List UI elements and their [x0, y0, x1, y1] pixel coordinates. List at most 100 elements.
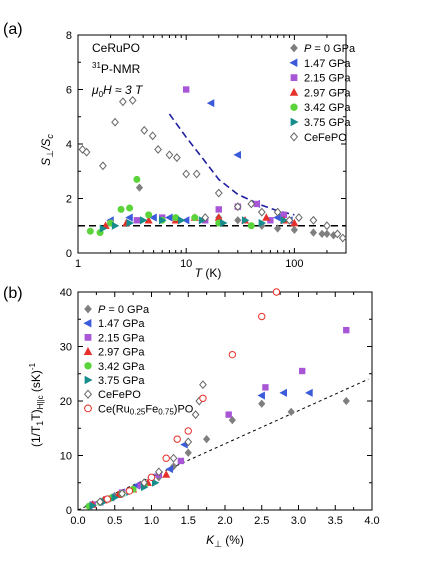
- panel-b-ytick-label: 20: [60, 396, 72, 408]
- panel-a-xlabel-unit: (K): [202, 266, 221, 280]
- panel-b-legend-item: 3.75 GPa: [84, 375, 145, 387]
- panel-a-ylabel-sub1: ⊥: [45, 150, 55, 158]
- panel-a-point: [126, 219, 134, 228]
- panel-b-point: [225, 411, 232, 418]
- panel-a-annotation-isotope: 31: [92, 61, 101, 70]
- panel-a-point: [290, 225, 298, 234]
- panel-b-ylabel: (1/T1T)H||c (sK)-1: [28, 362, 45, 447]
- panel-a-point: [323, 221, 331, 231]
- panel-a-point: [183, 86, 190, 93]
- panel-a-label: (a): [3, 21, 23, 38]
- panel-a-xlabel: T (K): [195, 266, 222, 280]
- panel-a-point: [233, 202, 242, 212]
- panel-b-legend-marker: [83, 318, 92, 328]
- panel-b-ylabel-mid: T): [29, 409, 43, 420]
- panel-a-legend-label: 3.75 GPa: [304, 117, 351, 129]
- panel-a-legend-label: 2.97 GPa: [304, 87, 351, 99]
- panel-a-point: [165, 150, 174, 160]
- panel-a-point: [274, 224, 282, 233]
- panel-b-legend-marker: [84, 375, 93, 385]
- panel-b-point: [96, 497, 104, 507]
- panel-b-legend-item: CeFePO: [83, 389, 141, 401]
- panel-a-point: [257, 207, 266, 217]
- panel-a-xtick-label: 100: [285, 258, 303, 270]
- panel-b-point: [154, 467, 163, 477]
- panel-a-legend-marker: [290, 117, 299, 127]
- panel-b-xtick-label: 1.0: [144, 515, 159, 527]
- panel-a-point: [148, 131, 157, 141]
- panel-a-point: [182, 169, 191, 179]
- panel-a-point: [273, 207, 282, 217]
- panel-a-point: [290, 218, 299, 227]
- panel-b-legend-item: 3.42 GPa: [84, 361, 145, 373]
- panel-a-point: [86, 227, 94, 235]
- panel-a-point: [173, 153, 181, 163]
- panel-b-xtick-label: 3.5: [328, 515, 343, 527]
- panel-b-point: [111, 493, 120, 502]
- panel-a-point: [99, 224, 108, 233]
- panel-b-legend-marker: [84, 334, 92, 341]
- panel-a-series-3-75-gpa: [99, 216, 289, 233]
- panel-b-plot-area: 0.0 0.5 1.0 1.5 2.0 2.5 3.0 3.5 4.0 0 10 20 30 40: [60, 287, 380, 527]
- panel-a-point: [280, 216, 289, 225]
- panel-b-point: [228, 350, 237, 359]
- panel-a-point: [111, 221, 120, 230]
- panel-a-point: [172, 214, 180, 222]
- panel-a-point: [159, 216, 167, 225]
- panel-b-xlabel-var: K: [206, 533, 215, 547]
- panel-a-point: [82, 147, 91, 157]
- panel-a-legend-item: 2.97 GPa: [289, 87, 351, 99]
- panel-a-legend-item: P = 0 GPa: [290, 43, 356, 55]
- panel-b-point: [103, 495, 112, 503]
- panel-a-series-cefepo: [78, 95, 347, 243]
- panel-a-xlabel-var: T: [195, 266, 204, 280]
- panel-a-point: [247, 222, 255, 230]
- panel-b-point: [169, 453, 178, 463]
- panel-a-point: [234, 216, 242, 225]
- panel-b-point: [125, 487, 134, 495]
- panel-a-legend-marker: [290, 74, 298, 81]
- panel-b-series-ce-ru0-25fe0-75-po: [103, 288, 281, 503]
- panel-a-point: [294, 213, 303, 223]
- panel-b-ytick-label: 40: [60, 287, 72, 299]
- panel-b-point: [279, 388, 287, 397]
- panel-a-legend-label: 2.15 GPa: [304, 73, 351, 85]
- panel-a-annotation-nmr-text: P-NMR: [101, 62, 141, 76]
- panel-a-point: [135, 183, 144, 192]
- panel-b-legend-item: 2.15 GPa: [84, 332, 145, 344]
- panel-a-point: [309, 215, 318, 225]
- panel-a-legend-marker: [289, 58, 298, 68]
- panel-b-xlabel-sub: ⊥: [214, 539, 222, 549]
- panel-a-xtick-label: 1: [75, 258, 81, 270]
- panel-b-point: [258, 399, 266, 408]
- panel-b-point: [140, 478, 149, 488]
- panel-a-point: [318, 229, 326, 239]
- panel-a-legend-marker: [289, 132, 299, 142]
- panel-b-legend-item: 2.97 GPa: [83, 347, 145, 359]
- panel-b-point: [262, 384, 269, 391]
- panel-a-point: [214, 188, 223, 198]
- panel-a-point: [215, 206, 222, 213]
- panel-b-point: [184, 448, 192, 457]
- panel-a-point: [117, 205, 125, 213]
- panel-b-point: [272, 288, 281, 296]
- panel-b-point: [151, 478, 160, 487]
- panel-a-point: [258, 219, 267, 228]
- panel-b-point: [184, 437, 193, 447]
- panel-b-xlabel-unit: (%): [222, 533, 244, 547]
- panel-b-point: [147, 473, 156, 481]
- panel-a-point: [125, 213, 133, 222]
- panel-a-point: [191, 214, 199, 222]
- panel-b-ylabel-sub1: 1: [35, 421, 45, 426]
- panel-a-point: [323, 229, 331, 239]
- panel-b-point: [258, 312, 266, 321]
- panel-a-annotation-field-text: H ≈ 3 T: [103, 83, 144, 97]
- panel-b-point: [343, 326, 350, 334]
- panel-b-ylabel-open: (1/T: [29, 425, 43, 447]
- panel-b-xtick-label: 1.5: [181, 515, 196, 527]
- panel-b-legend: P = 0 GPa 1.47 GPa 2.15 GPa 2.97 GPa 3.42 GP…: [83, 304, 194, 416]
- panel-a-point: [262, 213, 271, 221]
- panel-a-point: [133, 175, 141, 183]
